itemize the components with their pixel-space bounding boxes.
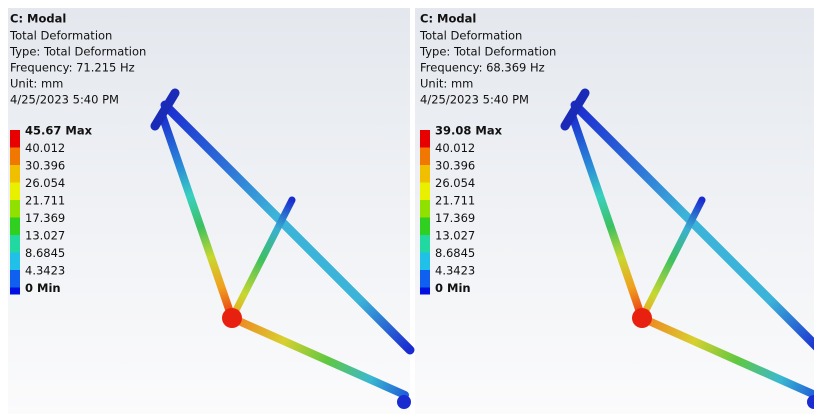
legend-label: 8.6845: [25, 246, 65, 260]
legend-swatch: [10, 235, 20, 253]
page: {"panels": [ {"title": "C: Modal", "line…: [0, 0, 814, 414]
legend-swatch: [420, 165, 430, 183]
legend-swatch: [420, 183, 430, 201]
legend-label: 40.012: [435, 141, 475, 155]
legend-swatch: [10, 148, 20, 166]
legend-label: 17.369: [435, 211, 475, 225]
legend-label: 26.054: [435, 176, 475, 190]
legend-swatch: [10, 288, 20, 295]
legend-label: 13.027: [435, 229, 475, 243]
legend-label: 0 Min: [435, 281, 471, 295]
legend-label: 26.054: [25, 176, 65, 190]
legend-swatch: [420, 148, 430, 166]
legend-swatch: [10, 130, 20, 148]
legend-label: 30.396: [435, 159, 475, 173]
legend-label: 17.369: [25, 211, 65, 225]
legend-swatch: [10, 253, 20, 271]
legend-label: 21.711: [435, 194, 475, 208]
info-line: Unit: mm: [420, 77, 473, 91]
legend-swatch: [420, 130, 430, 148]
panel-title: C: Modal: [10, 12, 66, 26]
legend-swatch: [420, 218, 430, 236]
legend-label: 39.08 Max: [435, 124, 503, 138]
legend-swatch: [420, 270, 430, 288]
legend-label: 4.3423: [435, 264, 475, 278]
info-line: Type: Total Deformation: [419, 45, 556, 59]
info-line: Frequency: 68.369 Hz: [420, 61, 545, 75]
legend-swatch: [10, 270, 20, 288]
info-line: Unit: mm: [10, 77, 63, 91]
legend-swatch: [420, 235, 430, 253]
legend-swatch: [420, 288, 430, 295]
legend-label: 13.027: [25, 229, 65, 243]
legend-swatch: [10, 200, 20, 218]
info-line: 4/25/2023 5:40 PM: [420, 93, 529, 107]
info-line: Total Deformation: [419, 29, 522, 43]
legend-label: 8.6845: [435, 246, 475, 260]
legend-swatch: [10, 183, 20, 201]
legend-label: 0 Min: [25, 281, 61, 295]
legend-label: 40.012: [25, 141, 65, 155]
legend-swatch: [420, 200, 430, 218]
panel-title: C: Modal: [420, 12, 476, 26]
info-line: Type: Total Deformation: [9, 45, 146, 59]
legend-swatch: [10, 165, 20, 183]
info-line: Total Deformation: [9, 29, 112, 43]
info-line: 4/25/2023 5:40 PM: [10, 93, 119, 107]
legend-label: 45.67 Max: [25, 124, 93, 138]
legend-label: 4.3423: [25, 264, 65, 278]
screen: C: Modal Total Deformation Type: Total Def…: [0, 0, 814, 414]
legend-label: 21.711: [25, 194, 65, 208]
legend-swatch: [10, 218, 20, 236]
legend-label: 30.396: [25, 159, 65, 173]
info-line: Frequency: 71.215 Hz: [10, 61, 135, 75]
legend-swatch: [420, 253, 430, 271]
